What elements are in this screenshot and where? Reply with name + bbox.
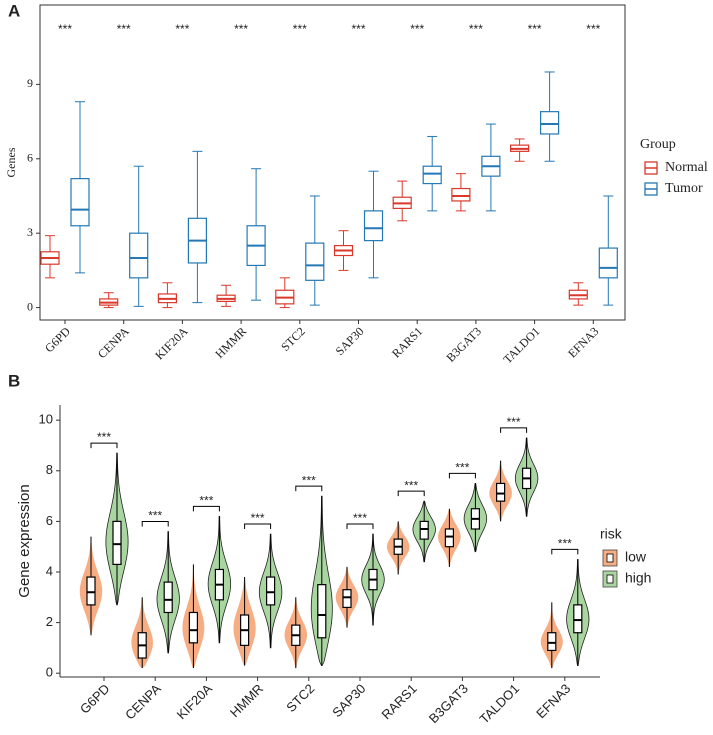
legend-swatch-box (606, 553, 614, 563)
box (496, 482, 506, 502)
x-tick-label: RARS1 (389, 324, 425, 360)
significance-bracket (551, 548, 579, 555)
y-tick-label: 6 (27, 151, 33, 165)
plot-frame (39, 4, 626, 321)
legend-label: low (625, 549, 647, 565)
x-tick-label: KIF20A (174, 681, 215, 722)
significance-bracket (295, 485, 323, 492)
panel-label: B (8, 371, 20, 390)
significance: *** (558, 537, 572, 551)
legend-title: risk (600, 526, 623, 542)
box (422, 165, 442, 185)
box (363, 210, 384, 242)
legend-label: Tumor (665, 181, 703, 196)
significance-bracket (244, 523, 272, 530)
y-tick-label: 6 (46, 513, 53, 528)
x-tick-label: G6PD (77, 681, 113, 717)
y-tick-label: 4 (46, 563, 53, 578)
significance: *** (351, 22, 365, 36)
legend-label: high (625, 570, 651, 586)
significance-bracket (192, 505, 220, 512)
significance-bracket (90, 442, 118, 449)
box (188, 611, 198, 644)
x-tick-label: SAP30 (333, 324, 367, 358)
x-tick-label: KIF20A (152, 324, 190, 362)
x-tick-label: HMMR (212, 324, 249, 361)
significance: *** (353, 511, 367, 525)
x-tick-label: G6PD (42, 324, 73, 355)
significance-bracket (397, 490, 425, 497)
significance: *** (58, 22, 72, 36)
box (70, 178, 90, 227)
box (444, 528, 454, 548)
significance: *** (410, 22, 424, 36)
x-tick-label: EFNA3 (565, 324, 601, 360)
y-tick-label: 8 (46, 462, 53, 477)
x-tick-label: B3GAT3 (443, 324, 484, 365)
significance: *** (507, 415, 521, 429)
x-tick-label: CENPA (95, 324, 132, 361)
significance: *** (148, 509, 162, 523)
box (266, 576, 276, 606)
box (451, 187, 471, 202)
y-tick-label: 2 (46, 614, 53, 629)
box (305, 242, 325, 281)
x-tick-label: TALDO1 (500, 324, 542, 366)
y-tick-label: 0 (27, 299, 33, 313)
x-tick-label: CENPA (122, 681, 164, 723)
legend-swatch-box (606, 574, 614, 584)
significance-bracket (141, 521, 169, 527)
x-tick-label: HMMR (227, 681, 266, 720)
significance: *** (455, 461, 469, 475)
significance: *** (199, 494, 213, 508)
y-axis-label: Gene expression (16, 484, 33, 597)
significance: *** (175, 22, 189, 36)
significance: *** (251, 511, 265, 525)
significance: *** (404, 478, 418, 492)
box (539, 111, 560, 135)
significance: *** (528, 22, 542, 36)
y-tick-label: 10 (39, 412, 53, 427)
box (573, 604, 583, 634)
significance: *** (234, 22, 248, 36)
y-axis-label: Genes (4, 147, 18, 177)
significance-bracket (346, 523, 374, 530)
panel-label: A (8, 1, 20, 20)
x-tick-label: STC2 (278, 324, 308, 354)
box (598, 247, 618, 279)
box (419, 520, 429, 540)
y-tick-label: 3 (27, 225, 33, 239)
significance: *** (586, 22, 600, 36)
x-tick-label: SAP30 (329, 681, 368, 720)
x-tick-label: RARS1 (378, 681, 419, 722)
box (547, 632, 557, 652)
y-tick-label: 0 (46, 665, 53, 680)
significance: *** (302, 473, 316, 487)
x-tick-label: STC2 (283, 681, 317, 715)
legend-label: Normal (665, 160, 708, 175)
legend-title: Group (640, 137, 676, 152)
significance: *** (97, 430, 111, 444)
y-tick-label: 9 (27, 76, 33, 90)
box (317, 584, 327, 639)
x-tick-label: B3GAT3 (426, 681, 471, 726)
x-tick-label: TALDO1 (476, 681, 522, 727)
significance: *** (293, 22, 307, 36)
box (129, 232, 149, 279)
significance-bracket (500, 427, 528, 433)
box (112, 520, 122, 566)
box (342, 589, 352, 609)
x-tick-label: EFNA3 (533, 681, 573, 721)
significance-bracket (448, 472, 476, 479)
box (86, 576, 96, 606)
significance: *** (117, 22, 131, 36)
box (163, 581, 173, 614)
significance: *** (469, 22, 483, 36)
